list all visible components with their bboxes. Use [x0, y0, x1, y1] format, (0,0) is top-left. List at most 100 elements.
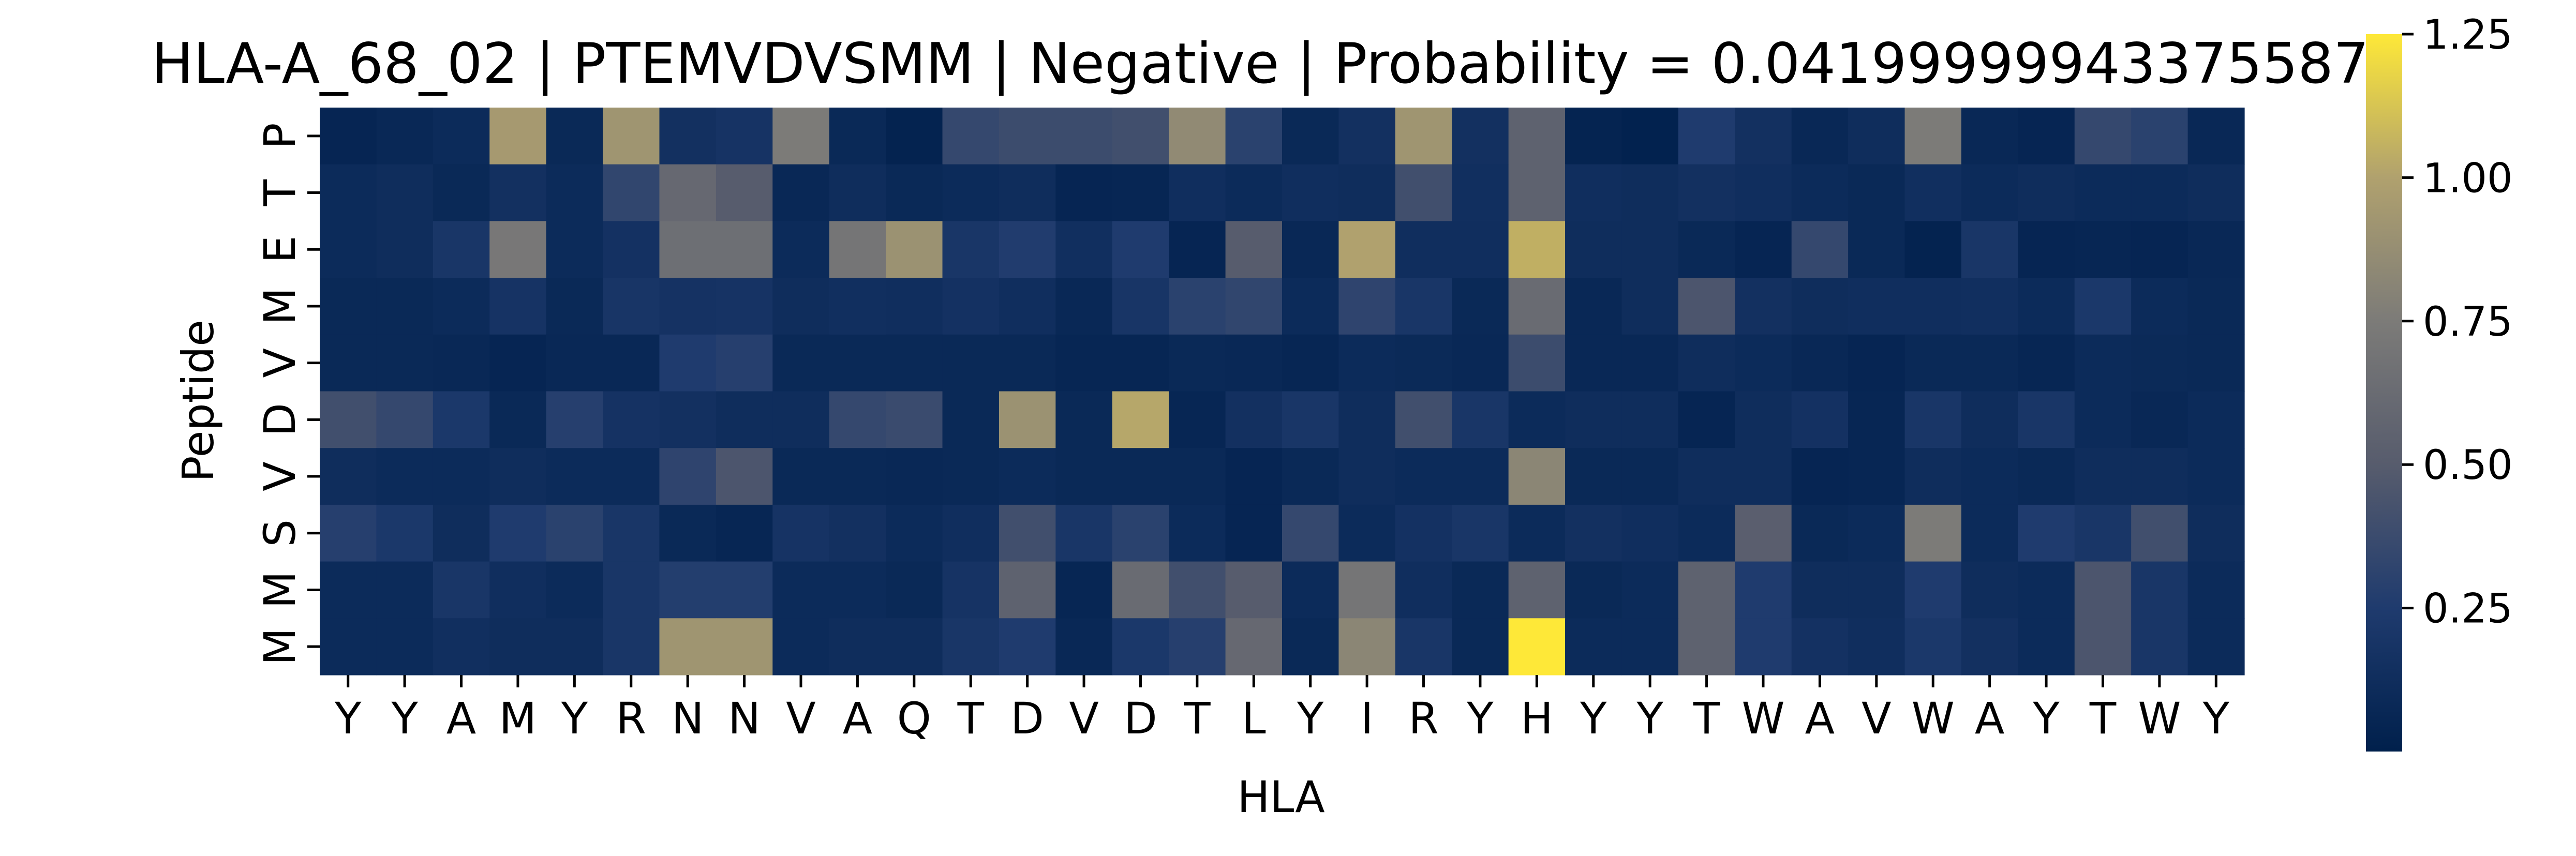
heatmap-cell	[1791, 561, 1849, 619]
x-tick-label: T	[1183, 693, 1211, 744]
heatmap-cell	[886, 391, 943, 448]
heatmap-cell	[886, 561, 943, 619]
heatmap-cell	[2187, 108, 2245, 165]
heatmap-cell	[1904, 391, 1962, 448]
heatmap-cell	[1112, 334, 1169, 392]
heatmap-cell	[603, 504, 660, 562]
heatmap-cell	[603, 391, 660, 448]
heatmap-cell	[942, 448, 1000, 505]
heatmap-cell	[716, 504, 773, 562]
heatmap-cell	[999, 504, 1056, 562]
heatmap-cell	[1621, 391, 1679, 448]
heatmap-cell	[1565, 108, 1622, 165]
heatmap-cell	[659, 618, 717, 675]
heatmap-cell	[433, 334, 490, 392]
heatmap-cell	[772, 618, 830, 675]
heatmap-cell	[1735, 108, 1792, 165]
heatmap-cell	[320, 391, 377, 448]
heatmap-cell	[1621, 164, 1679, 221]
heatmap-cell	[772, 334, 830, 392]
heatmap-cell	[659, 278, 717, 335]
heatmap-cell	[2074, 391, 2132, 448]
heatmap-cell	[320, 334, 377, 392]
heatmap-cell	[546, 448, 603, 505]
y-tick-label: P	[255, 123, 305, 149]
heatmap-cell	[489, 164, 547, 221]
heatmap-cell	[603, 561, 660, 619]
heatmap-cell	[1961, 448, 2018, 505]
heatmap-cell	[1169, 221, 1226, 278]
heatmap-cell	[546, 391, 603, 448]
x-tick-label: N	[672, 693, 704, 744]
heatmap-cell	[1621, 504, 1679, 562]
heatmap-cell	[886, 164, 943, 221]
heatmap-cell	[2074, 618, 2132, 675]
heatmap-cell	[546, 278, 603, 335]
heatmap-cell	[1508, 504, 1566, 562]
heatmap-cell	[1791, 334, 1849, 392]
heatmap-cell	[716, 164, 773, 221]
heatmap-cell	[942, 618, 1000, 675]
colorbar-tick-label: 0.75	[2423, 299, 2513, 346]
heatmap-cell	[1678, 221, 1735, 278]
heatmap-cell	[1225, 278, 1283, 335]
heatmap-cell	[1791, 391, 1849, 448]
x-tick-label: A	[1805, 693, 1835, 744]
heatmap-cell	[489, 504, 547, 562]
heatmap-cell	[772, 448, 830, 505]
heatmap-cell	[1282, 504, 1339, 562]
heatmap-cell	[1112, 618, 1169, 675]
y-tick-label: D	[255, 403, 305, 437]
heatmap-cell	[546, 108, 603, 165]
heatmap-cell	[489, 278, 547, 335]
x-tick-label: W	[1912, 693, 1955, 744]
heatmap-cell	[1848, 164, 1905, 221]
heatmap-cell	[1508, 221, 1566, 278]
x-tick-label: T	[2089, 693, 2117, 744]
heatmap-cell	[829, 391, 886, 448]
heatmap-cell	[942, 164, 1000, 221]
heatmap-cell	[1735, 278, 1792, 335]
heatmap-cell	[1055, 618, 1113, 675]
heatmap-cell	[2187, 618, 2245, 675]
heatmap-cell	[1395, 278, 1452, 335]
heatmap-cell	[1848, 221, 1905, 278]
heatmap-cell	[1621, 278, 1679, 335]
heatmap-cell	[1621, 448, 1679, 505]
heatmap-cell	[772, 561, 830, 619]
heatmap-cell	[433, 108, 490, 165]
heatmap-cell	[942, 561, 1000, 619]
heatmap-cell	[716, 278, 773, 335]
y-tick-label: V	[255, 461, 305, 491]
heatmap-cell	[2074, 334, 2132, 392]
heatmap-cell	[2074, 504, 2132, 562]
heatmap-cell	[2187, 164, 2245, 221]
heatmap-cell	[772, 504, 830, 562]
heatmap-cell	[2131, 221, 2188, 278]
heatmap-cell	[829, 221, 886, 278]
heatmap-cell	[1735, 448, 1792, 505]
heatmap-cell	[489, 334, 547, 392]
heatmap-cell	[1735, 504, 1792, 562]
heatmap-cell	[1338, 504, 1396, 562]
y-tick-label: E	[255, 236, 305, 263]
heatmap-cell	[1904, 448, 1962, 505]
heatmap-cell	[1395, 108, 1452, 165]
heatmap-cell	[2074, 108, 2132, 165]
heatmap-cell	[2187, 561, 2245, 619]
x-tick-label: T	[957, 693, 985, 744]
heatmap-cell	[999, 618, 1056, 675]
heatmap-cell	[1169, 561, 1226, 619]
heatmap-cell	[1169, 164, 1226, 221]
x-tick-label: Y	[561, 693, 588, 744]
heatmap-cell	[1678, 504, 1735, 562]
heatmap-cell	[1225, 334, 1283, 392]
heatmap-cell	[1452, 561, 1509, 619]
heatmap-cell	[1961, 108, 2018, 165]
heatmap-cell	[716, 561, 773, 619]
x-tick-label: Q	[897, 693, 931, 744]
heatmap-cell	[716, 448, 773, 505]
heatmap-cell	[1112, 448, 1169, 505]
heatmap-cell	[1678, 108, 1735, 165]
